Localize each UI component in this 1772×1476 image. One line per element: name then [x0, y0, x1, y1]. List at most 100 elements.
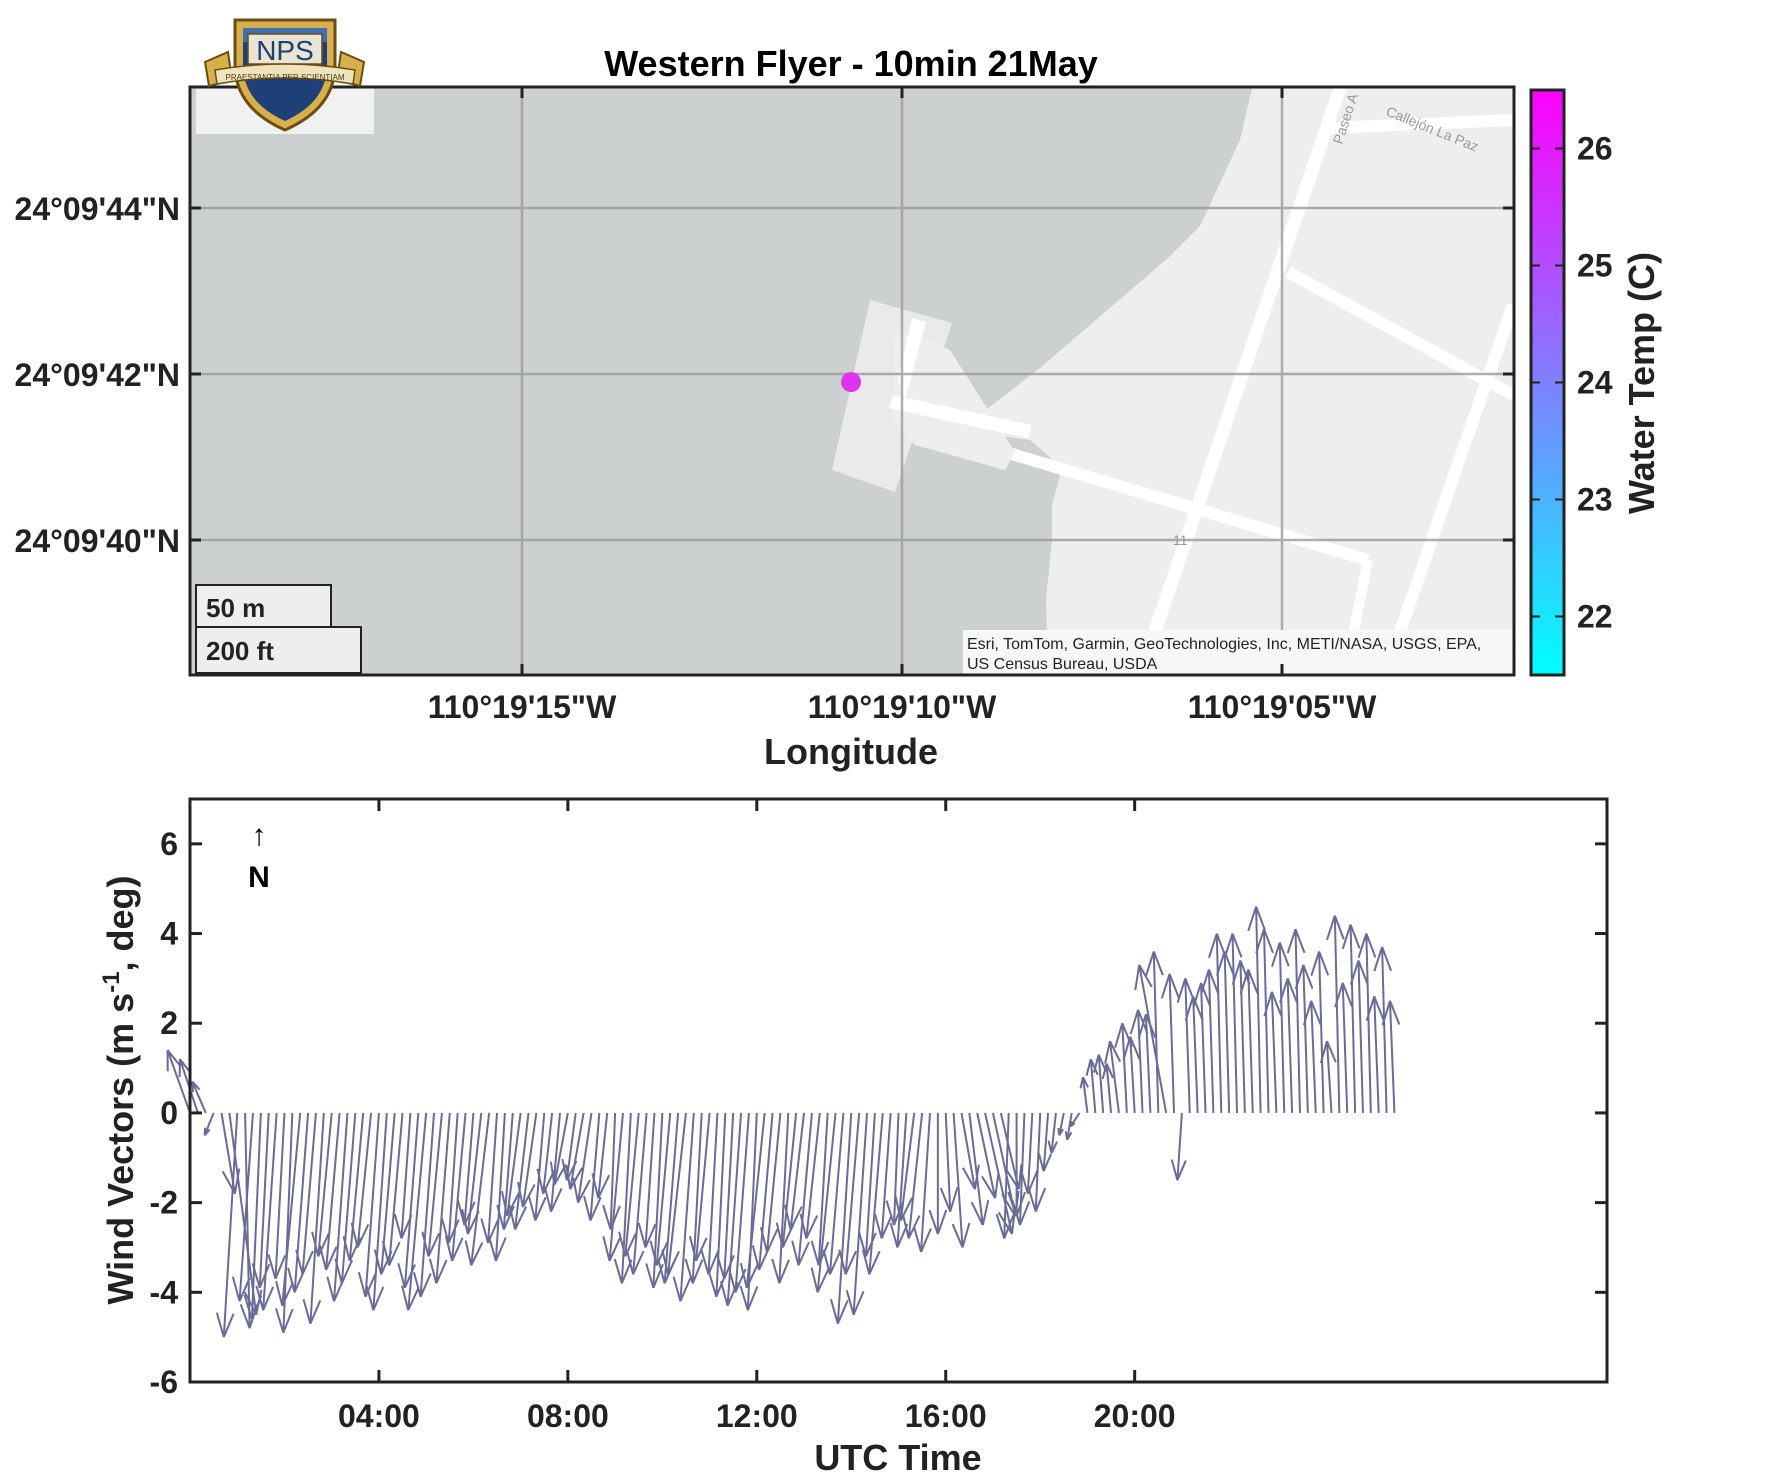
- x-tick-label: 08:00: [527, 1398, 609, 1434]
- wind-vector: [591, 1112, 611, 1199]
- wind-vector: [231, 1112, 254, 1302]
- wind-vector: [968, 1112, 990, 1226]
- lat-tick-1: 24°09'44"N: [15, 191, 180, 227]
- wind-vector: [203, 1112, 215, 1137]
- wind-vector: [1286, 928, 1306, 1113]
- wind-vector: [267, 1112, 287, 1280]
- wind-vector: [444, 1112, 467, 1262]
- attribution-line-2: US Census Bureau, USDA: [967, 656, 1158, 673]
- y-ticks: 6 4 2 0 -2 -4 -6: [150, 826, 1607, 1400]
- map-ticks: [190, 87, 1514, 675]
- north-arrow-glyph: ↑: [252, 819, 267, 852]
- wind-vector: [517, 1112, 538, 1208]
- colorbar-tick-label: 26: [1577, 131, 1613, 167]
- wind-ylabel: Wind Vectors (m s-1, deg): [98, 875, 141, 1304]
- logo-text: NPS: [256, 35, 314, 66]
- wind-vector: [1263, 991, 1283, 1113]
- wind-vector: [1294, 964, 1314, 1113]
- wind-vector: [1326, 915, 1345, 1113]
- wind-vector: [1279, 978, 1298, 1113]
- vessel-position-marker: [841, 372, 861, 392]
- wind-vector: [874, 1112, 893, 1239]
- wind-vector: [1170, 1112, 1187, 1181]
- wind-vector: [255, 1112, 278, 1311]
- basemap: Paseo A Callejón La Paz 11 50 m 200 ft: [190, 88, 1513, 675]
- wind-vector: [625, 1112, 648, 1275]
- wind-vector: [1223, 933, 1243, 1113]
- y-tick-label: 2: [160, 1005, 178, 1041]
- wind-vector: [1239, 969, 1259, 1113]
- wind-vector: [428, 1112, 451, 1284]
- wind-vector: [1319, 1040, 1337, 1113]
- x-tick-label: 20:00: [1094, 1398, 1176, 1434]
- wind-vector: [421, 1112, 443, 1257]
- wind-vector: [464, 1112, 491, 1266]
- wind-vector: [829, 1112, 853, 1325]
- wind-vector: [688, 1112, 711, 1262]
- logo-motto: PRAESTANTIA PER SCIENTIAM: [226, 73, 345, 82]
- wind-vector: [1145, 951, 1164, 1113]
- y-tick-label: 6: [160, 826, 178, 862]
- wind-vector: [838, 1112, 861, 1275]
- colorbar-tick-label: 24: [1577, 365, 1613, 401]
- colorbar-tick-label: 22: [1577, 599, 1613, 635]
- scale-label-m: 50 m: [206, 593, 265, 623]
- nps-logo: NPS PRAESTANTIA PER SCIENTIAM: [203, 18, 366, 132]
- wind-vector: [1357, 933, 1377, 1113]
- attribution: Esri, TomTom, Garmin, GeoTechnologies, I…: [963, 630, 1513, 675]
- wind-vector: [1271, 942, 1290, 1113]
- wind-vector: [928, 1112, 948, 1235]
- colorbar-label: Water Temp (C): [1621, 252, 1662, 514]
- scale-bar: 50 m 200 ft: [195, 584, 362, 674]
- wind-vector: [1341, 924, 1361, 1113]
- wind-vector: [784, 1112, 806, 1230]
- wind-vector: [565, 1112, 585, 1190]
- wind-vector: [810, 1112, 837, 1293]
- lat-tick-2: 24°09'42"N: [15, 357, 180, 393]
- y-tick-label: -6: [150, 1364, 178, 1400]
- wind-vector: [771, 1112, 790, 1284]
- lon-tick-3: 110°19'05"W: [1188, 689, 1377, 725]
- wind-vector: [1349, 960, 1369, 1113]
- x-tick-label: 16:00: [905, 1398, 987, 1434]
- wind-vector: [191, 1080, 207, 1114]
- wind-vector: [1247, 906, 1266, 1113]
- wind-vector: [1381, 1000, 1401, 1113]
- wind-vector: [488, 1112, 507, 1262]
- colorbar-tick-label: 25: [1577, 248, 1613, 284]
- chart-frame: [188, 797, 1609, 1384]
- wind-vector: [1365, 995, 1385, 1113]
- colorbar-tick-label: 23: [1577, 482, 1613, 518]
- x-ticks: 04:00 08:00 12:00 16:00 20:00: [338, 799, 1176, 1434]
- wind-vector: [637, 1112, 657, 1248]
- wind-vector: [215, 1112, 239, 1338]
- wind-vector: [275, 1112, 302, 1307]
- wind-vector: [799, 1112, 821, 1239]
- wind-vector: [739, 1112, 759, 1311]
- x-tick-label: 04:00: [338, 1398, 420, 1434]
- wind-vector: [311, 1112, 333, 1257]
- map-title: Western Flyer - 10min 21May: [604, 43, 1098, 84]
- wind-vector: [397, 1112, 420, 1289]
- wind-vector: [508, 1112, 530, 1230]
- wind-vector: [1134, 964, 1168, 1114]
- wind-vector: [1122, 1036, 1141, 1113]
- colorbar: 22 23 24 25 26 Water Temp (C): [1529, 88, 1662, 677]
- wind-vector: [939, 1112, 959, 1212]
- map-xlabel: Longitude: [764, 731, 938, 772]
- wind-vector: [951, 1112, 971, 1248]
- y-tick-label: -4: [150, 1274, 179, 1310]
- wind-vector: [166, 1049, 191, 1114]
- wind-vector: [274, 1112, 294, 1334]
- wind-vector: [1011, 1112, 1031, 1226]
- wind-vector: [1057, 1112, 1065, 1136]
- wind-vector: [661, 1112, 687, 1275]
- wind-vector: [401, 1112, 428, 1311]
- wind-vectors: [166, 906, 1401, 1338]
- map-panel: Western Flyer - 10min 21May Paseo A Call…: [15, 43, 1662, 772]
- wind-vector: [302, 1112, 325, 1325]
- wind-vector: [861, 1112, 884, 1275]
- lon-tick-1: 110°19'15"W: [428, 689, 617, 725]
- wind-vector: [913, 1112, 932, 1253]
- wind-vector: [334, 1112, 357, 1284]
